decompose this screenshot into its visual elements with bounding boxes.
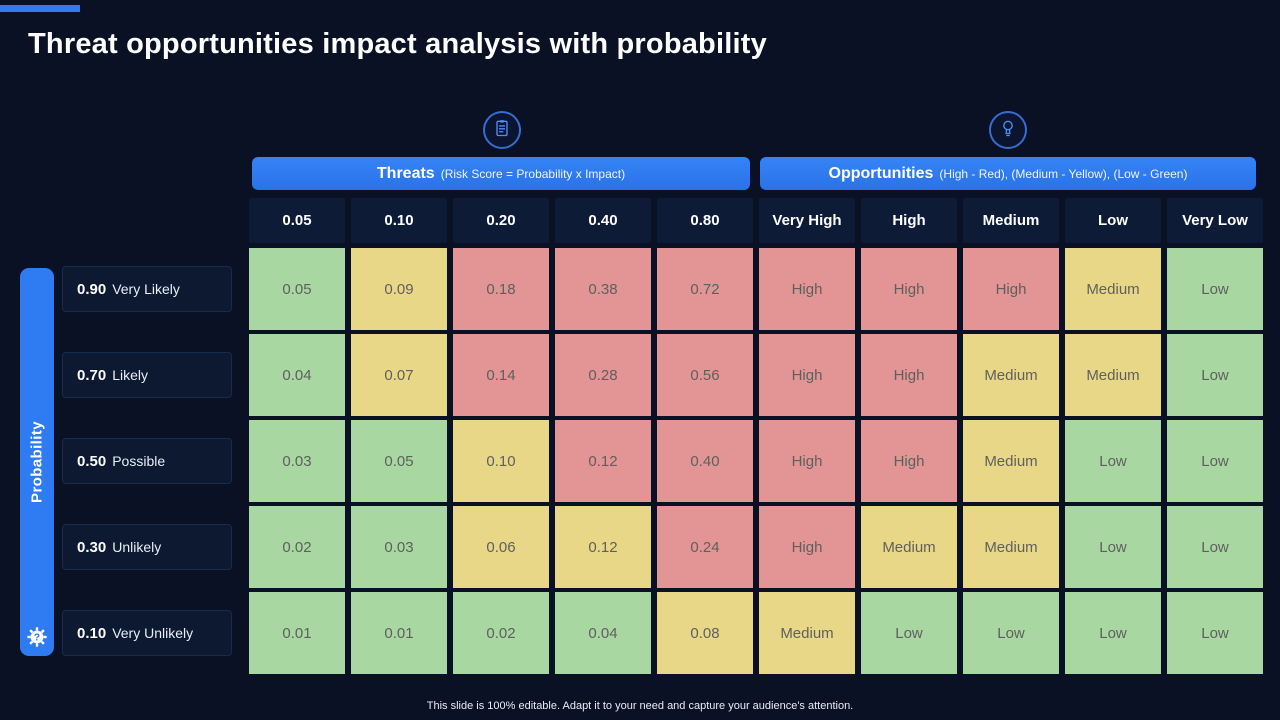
matrix-cell: 0.08 <box>657 592 753 674</box>
row-label-text: Very Likely <box>112 281 180 297</box>
page-title: Threat opportunities impact analysis wit… <box>28 28 767 60</box>
matrix-cell: 0.02 <box>249 506 345 588</box>
matrix-cell: 0.05 <box>249 248 345 330</box>
column-header: High <box>861 198 957 243</box>
matrix-cell: Low <box>1167 420 1263 502</box>
matrix-cell: Low <box>861 592 957 674</box>
matrix-cell: 0.04 <box>249 334 345 416</box>
matrix-cell: Medium <box>963 506 1059 588</box>
column-header: 0.05 <box>249 198 345 243</box>
matrix-cell: Medium <box>963 420 1059 502</box>
matrix-cell: 0.12 <box>555 420 651 502</box>
column-header: Low <box>1065 198 1161 243</box>
matrix-cell: 0.06 <box>453 506 549 588</box>
row-label-value: 0.50 <box>77 452 107 470</box>
matrix-cell: 0.10 <box>453 420 549 502</box>
matrix-cell: Low <box>1167 334 1263 416</box>
matrix-cell: Low <box>1065 506 1161 588</box>
threats-icon-badge <box>483 111 521 149</box>
matrix-cell: Medium <box>1065 334 1161 416</box>
accent-bar <box>0 5 80 12</box>
row-label-text: Very Unlikely <box>112 625 194 641</box>
threats-banner: Threats (Risk Score = Probability x Impa… <box>252 157 750 190</box>
matrix-cell: High <box>759 248 855 330</box>
row-label: 0.70 Likely <box>62 352 232 398</box>
matrix-cell: Medium <box>1065 248 1161 330</box>
matrix-cell: 0.12 <box>555 506 651 588</box>
matrix-cell: Low <box>1065 420 1161 502</box>
matrix-cell: 0.01 <box>249 592 345 674</box>
matrix-cell: Medium <box>963 334 1059 416</box>
column-header: Medium <box>963 198 1059 243</box>
matrix-cell: Low <box>1065 592 1161 674</box>
matrix-cell: High <box>759 334 855 416</box>
matrix-cell: Low <box>963 592 1059 674</box>
row-label: 0.50 Possible <box>62 438 232 484</box>
row-label-value: 0.10 <box>77 624 107 642</box>
column-header: 0.40 <box>555 198 651 243</box>
matrix-cell: High <box>861 248 957 330</box>
opportunities-banner-title: Opportunities <box>828 164 934 182</box>
lightbulb-icon <box>998 118 1018 143</box>
row-label: 0.30 Unlikely <box>62 524 232 570</box>
column-header: Very Low <box>1167 198 1263 243</box>
probability-axis-label: Probability <box>28 421 46 503</box>
matrix-grid: 0.05 0.09 0.18 0.38 0.72 High High High Medium Lo… <box>249 248 1263 674</box>
matrix-cell: Medium <box>759 592 855 674</box>
clipboard-icon <box>492 118 512 143</box>
opportunities-banner: Opportunities (High - Red), (Medium - Ye… <box>760 157 1256 190</box>
opportunities-banner-subtitle: (High - Red), (Medium - Yellow), (Low - … <box>939 166 1188 181</box>
matrix-cell: 0.40 <box>657 420 753 502</box>
threats-banner-subtitle: (Risk Score = Probability x Impact) <box>440 166 626 181</box>
matrix-cell: 0.01 <box>351 592 447 674</box>
matrix-cell: High <box>759 506 855 588</box>
row-label-text: Likely <box>112 367 148 383</box>
matrix-cell: 0.03 <box>351 506 447 588</box>
matrix-cell: 0.05 <box>351 420 447 502</box>
matrix-cell: High <box>861 334 957 416</box>
footer-note: This slide is 100% editable. Adapt it to… <box>426 700 854 712</box>
matrix-cell: 0.72 <box>657 248 753 330</box>
matrix-cell: 0.24 <box>657 506 753 588</box>
matrix-cell: 0.07 <box>351 334 447 416</box>
matrix-cell: 0.04 <box>555 592 651 674</box>
matrix-cell: 0.56 <box>657 334 753 416</box>
probability-sidebar: Probability ? <box>20 268 54 656</box>
matrix-cell: 0.14 <box>453 334 549 416</box>
matrix-cell: Medium <box>861 506 957 588</box>
row-label-value: 0.90 <box>77 280 107 298</box>
column-header: 0.10 <box>351 198 447 243</box>
opportunities-icon-badge <box>989 111 1027 149</box>
matrix-cell: 0.28 <box>555 334 651 416</box>
column-header: 0.20 <box>453 198 549 243</box>
row-label-value: 0.70 <box>77 366 107 384</box>
matrix-cell: High <box>861 420 957 502</box>
row-label: 0.90 Very Likely <box>62 266 232 312</box>
matrix-cell: 0.38 <box>555 248 651 330</box>
row-label-value: 0.30 <box>77 538 107 556</box>
svg-text:?: ? <box>34 633 40 644</box>
column-header: Very High <box>759 198 855 243</box>
matrix-cell: 0.02 <box>453 592 549 674</box>
matrix-cell: 0.18 <box>453 248 549 330</box>
matrix-cell: Low <box>1167 506 1263 588</box>
row-labels: 0.90 Very Likely 0.70 Likely 0.50 Possible 0.3… <box>62 248 232 674</box>
column-headers: 0.05 0.10 0.20 0.40 0.80 Very High High Medium L… <box>249 198 1263 243</box>
row-label-text: Possible <box>112 453 166 469</box>
row-label: 0.10 Very Unlikely <box>62 610 232 656</box>
matrix-cell: 0.03 <box>249 420 345 502</box>
row-label-text: Unlikely <box>112 539 162 555</box>
matrix-cell: High <box>963 248 1059 330</box>
matrix-cell: Low <box>1167 592 1263 674</box>
matrix-cell: Low <box>1167 248 1263 330</box>
gear-question-icon: ? <box>26 626 48 648</box>
matrix-cell: 0.09 <box>351 248 447 330</box>
column-header: 0.80 <box>657 198 753 243</box>
matrix-cell: High <box>759 420 855 502</box>
threats-banner-title: Threats <box>376 164 435 182</box>
